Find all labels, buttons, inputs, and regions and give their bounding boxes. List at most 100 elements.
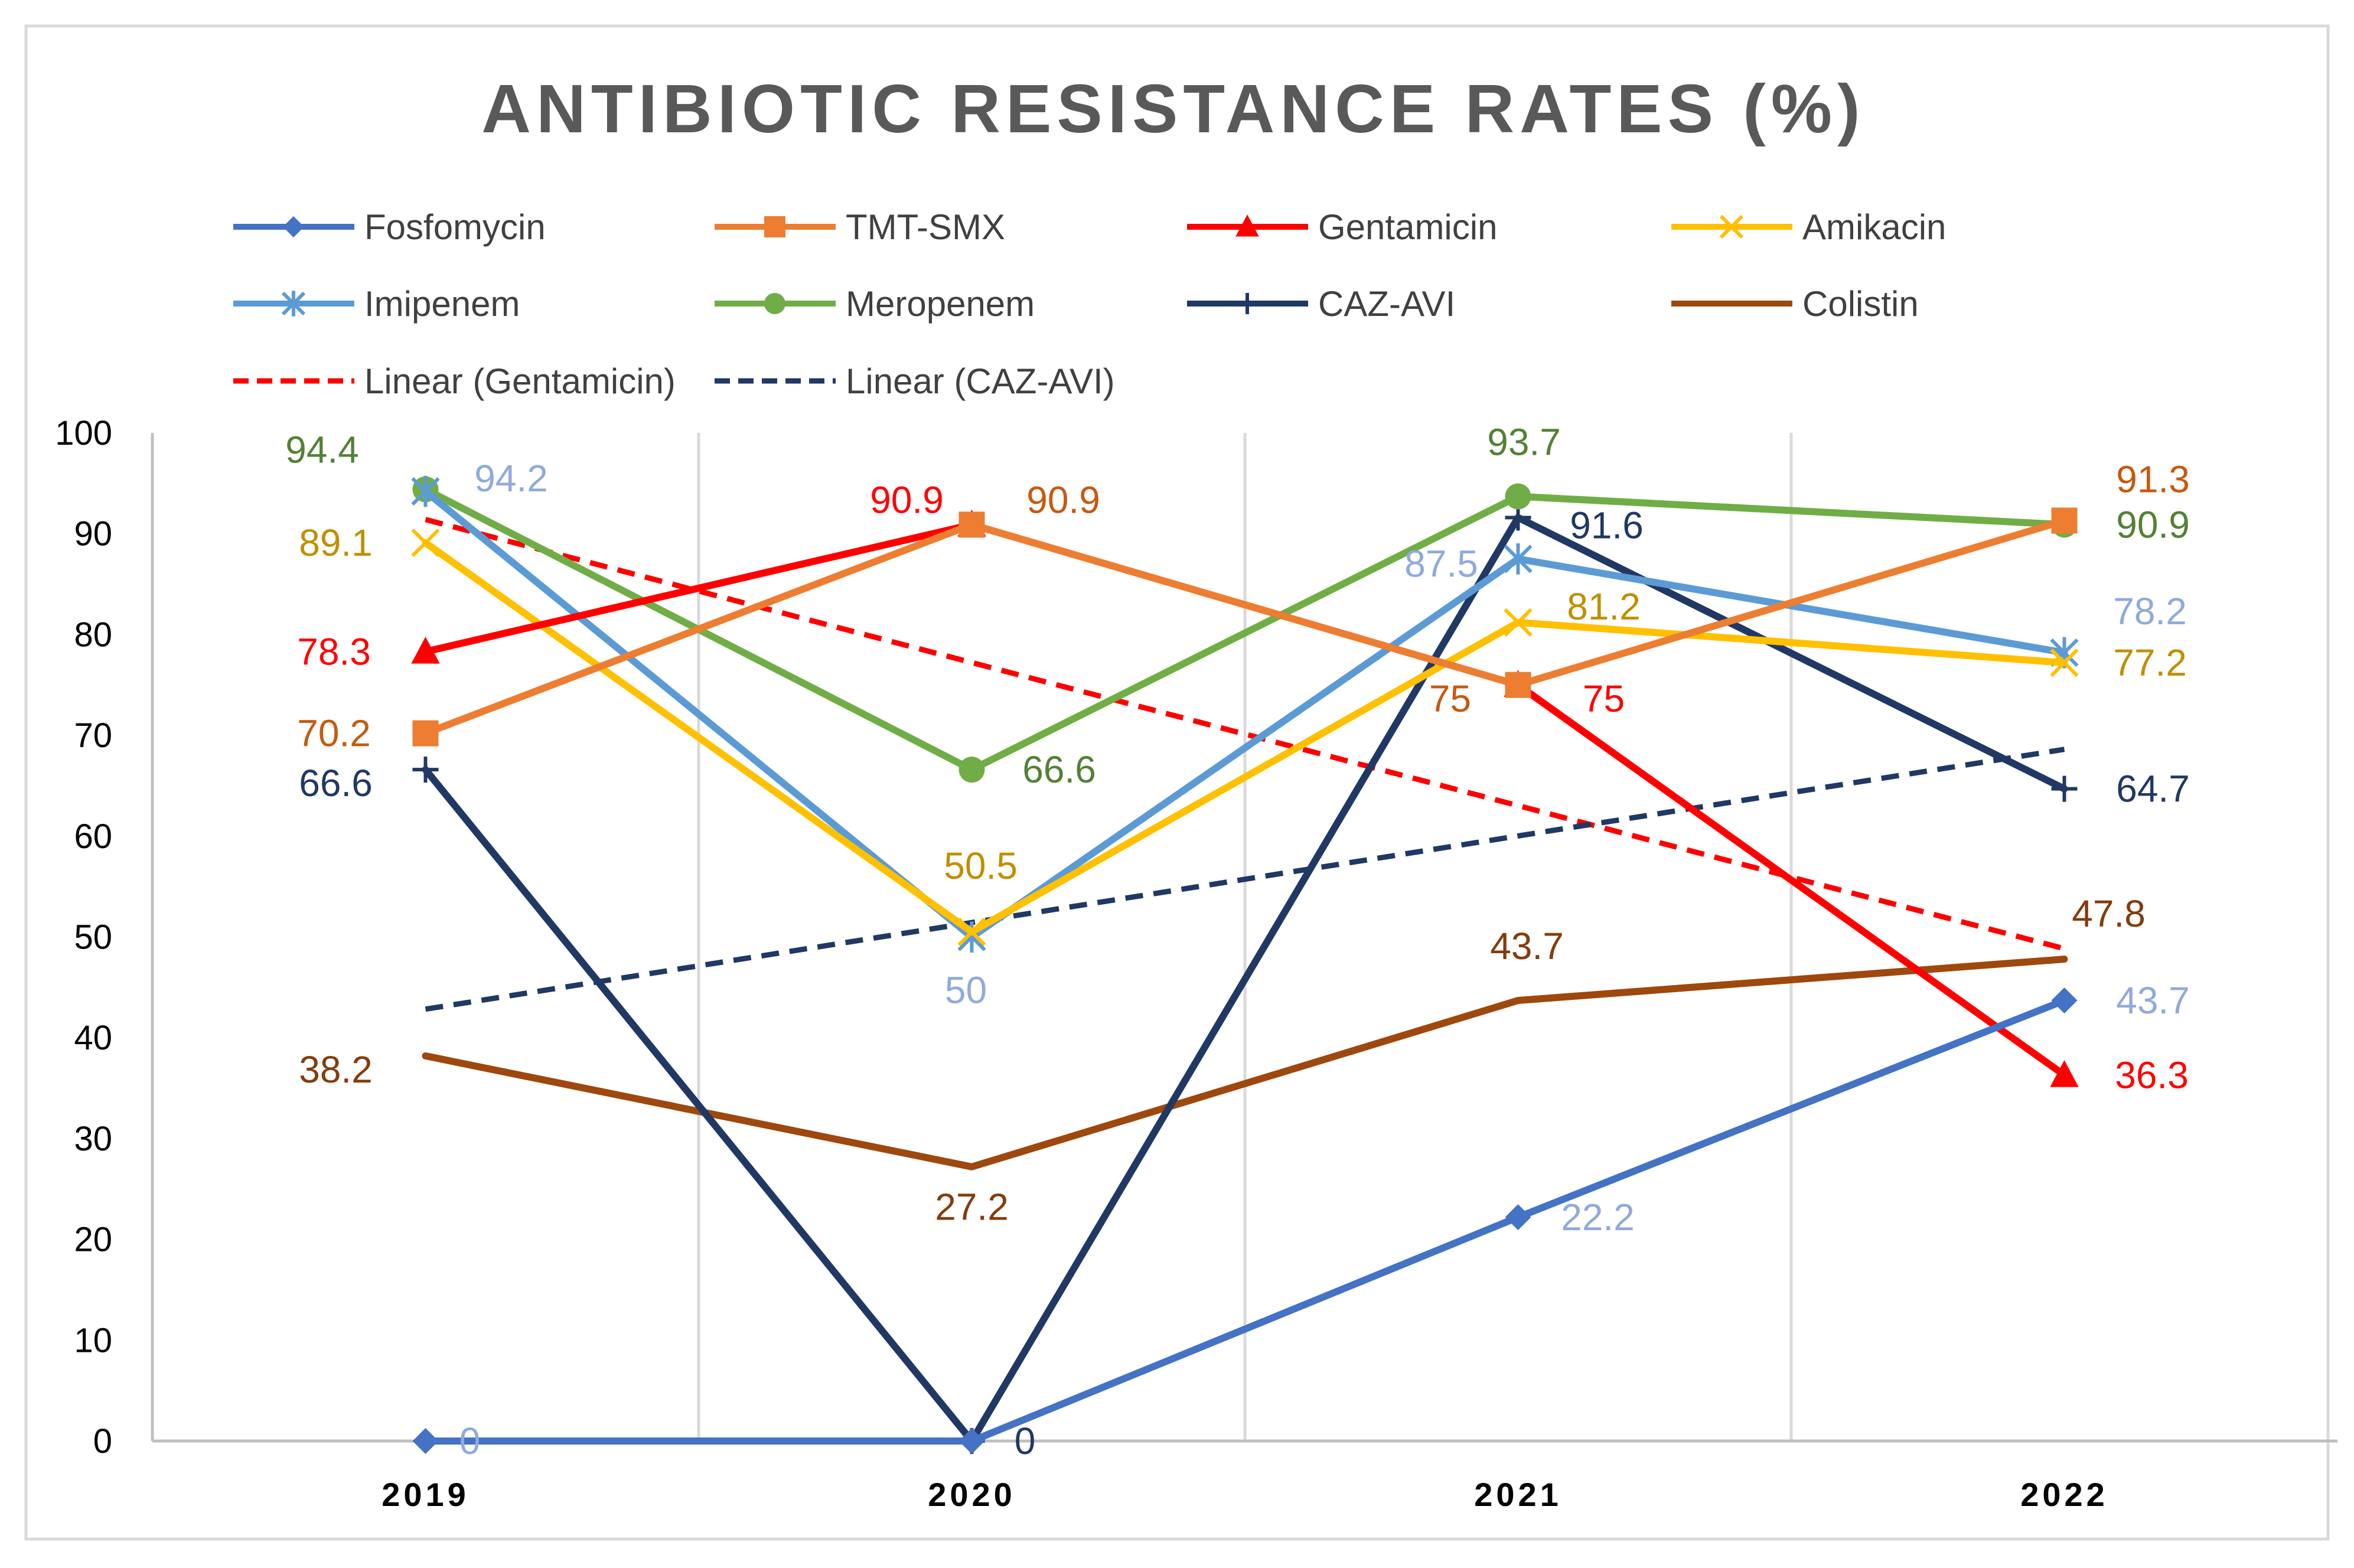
legend: Fosfomycin TMT-SMX Gentamicin Amikacin Imipe… [233,207,1946,401]
data-label-tmt-smx-2020: 90.9 [1026,478,1100,521]
y-tick-label-100: 100 [55,414,112,452]
data-label-imipenem-2020: 50 [945,969,987,1012]
point-amikacin-2021 [1504,608,1533,637]
data-label-imipenem-2019: 94.2 [474,457,548,500]
data-label-fosfomycin-2021: 22.2 [1561,1196,1635,1238]
data-label-caz-avi-2022: 64.7 [2116,768,2190,810]
point-imipenem-2019 [411,475,440,507]
legend-item-tmt-smx: TMT-SMX [715,207,1005,247]
data-label-tmt-smx-2022: 91.3 [2116,458,2190,501]
point-amikacin-2020 [957,917,986,947]
data-label-fosfomycin-2019: 0 [459,1420,481,1462]
data-label-colistin-2021: 43.7 [1490,925,1564,967]
series-amikacin [411,528,2079,947]
point-fosfomycin-2020 [958,1428,985,1454]
y-tick-label-10: 10 [74,1321,112,1360]
trendlines [425,517,2065,1012]
data-label-meropenem-2020: 66.6 [1022,748,1096,791]
series-tmt-smx [412,507,2078,746]
data-label-colistin-2022: 47.8 [2072,892,2146,935]
legend-label-fosfomycin: Fosfomycin [364,207,546,247]
legend-item-meropenem: Meropenem [715,284,1035,324]
point-amikacin-2019 [411,528,440,558]
series-lines [411,475,2079,1454]
point-imipenem-2021 [1504,543,1533,575]
data-label-caz-avi-2020: 0 [1015,1420,1036,1462]
data-label-gentamicin-2022: 36.3 [2115,1054,2189,1096]
legend-label-colistin: Colistin [1802,284,1919,324]
legend-marker-tmt-smx [764,216,785,237]
x-tick-label-2019: 2019 [382,1476,470,1513]
line-fosfomycin [422,997,2068,1445]
data-label-tmt-smx-2019: 70.2 [297,712,371,755]
y-tick-label-40: 40 [74,1019,112,1057]
legend-item-imipenem: Imipenem [233,284,520,324]
trendline-caz-avi [425,746,2065,1012]
legend-label-linear-caz-avi: Linear (CAZ-AVI) [846,361,1115,401]
legend-marker-amikacin [1719,214,1744,239]
y-tick-label-80: 80 [74,615,112,654]
data-label-gentamicin-2019: 78.3 [297,630,371,673]
legend-item-gentamicin: Gentamicin [1187,207,1497,247]
legend-marker-meropenem [764,293,785,314]
data-label-fosfomycin-2022: 43.7 [2116,979,2190,1022]
point-fosfomycin-2021 [1505,1204,1531,1231]
data-label-colistin-2020: 27.2 [935,1186,1009,1228]
y-tick-label-50: 50 [74,918,112,957]
data-label-amikacin-2021: 81.2 [1567,585,1641,628]
series-fosfomycin [412,987,2078,1454]
y-tick-label-90: 90 [74,515,112,553]
point-caz-avi-2022 [2051,775,2078,802]
legend-label-gentamicin: Gentamicin [1318,207,1497,247]
point-meropenem-2020 [958,757,985,783]
x-tick-label-2021: 2021 [1474,1476,1562,1513]
point-tmt-smx-2020 [958,511,985,538]
point-amikacin-2022 [2050,648,2079,677]
data-label-gentamicin-2020: 90.9 [870,478,944,521]
y-tick-label-70: 70 [74,716,112,755]
legend-label-imipenem: Imipenem [364,284,520,324]
data-label-meropenem-2021: 93.7 [1487,421,1561,464]
axes: 0 10 20 30 40 50 60 70 80 90 100 2019 2020 2021 2022 [55,414,2337,1513]
legend-marker-gentamicin [1235,214,1259,237]
series-colistin [422,956,2068,1171]
data-labels: 0 22.2 43.7 70.2 90.9 75 91.3 78.3 90.9 75 36.3 89.… [285,421,2190,1462]
point-fosfomycin-2019 [412,1428,439,1454]
data-label-caz-avi-2019: 66.6 [299,762,373,804]
data-label-meropenem-2019: 94.4 [285,429,359,471]
point-meropenem-2021 [1505,483,1531,510]
y-tick-label-30: 30 [74,1120,112,1158]
point-gentamicin-2019 [411,637,440,664]
line-tmt-smx [422,517,2068,737]
chart-frame [24,24,2330,1541]
data-label-colistin-2019: 38.2 [299,1048,373,1091]
y-tick-label-60: 60 [74,817,112,856]
data-label-imipenem-2022: 78.2 [2113,590,2187,633]
x-tick-label-2020: 2020 [928,1476,1016,1513]
point-tmt-smx-2019 [412,720,439,746]
line-amikacin [422,539,2068,935]
legend-item-caz-avi: CAZ-AVI [1187,284,1455,324]
data-label-imipenem-2021: 87.5 [1404,542,1478,585]
legend-label-tmt-smx: TMT-SMX [846,207,1005,247]
legend-marker-caz-avi [1237,293,1258,314]
data-label-amikacin-2022: 77.2 [2113,641,2187,684]
legend-item-colistin: Colistin [1671,284,1919,324]
legend-item-fosfomycin: Fosfomycin [233,207,546,247]
point-fosfomycin-2022 [2051,987,2078,1014]
legend-label-linear-gentamicin: Linear (Gentamicin) [364,361,676,401]
legend-item-linear-caz-avi: Linear (CAZ-AVI) [715,361,1115,401]
line-caz-avi [422,514,2068,1445]
data-label-caz-avi-2021: 91.6 [1570,504,1644,546]
data-label-amikacin-2019: 89.1 [299,521,373,564]
legend-label-caz-avi: CAZ-AVI [1318,284,1455,324]
data-label-meropenem-2022: 90.9 [2116,503,2190,546]
point-gentamicin-2022 [2050,1060,2079,1087]
point-caz-avi-2019 [412,757,439,783]
legend-item-amikacin: Amikacin [1671,207,1946,247]
legend-label-amikacin: Amikacin [1802,207,1946,247]
legend-marker-imipenem [281,291,306,317]
point-tmt-smx-2021 [1505,671,1531,698]
